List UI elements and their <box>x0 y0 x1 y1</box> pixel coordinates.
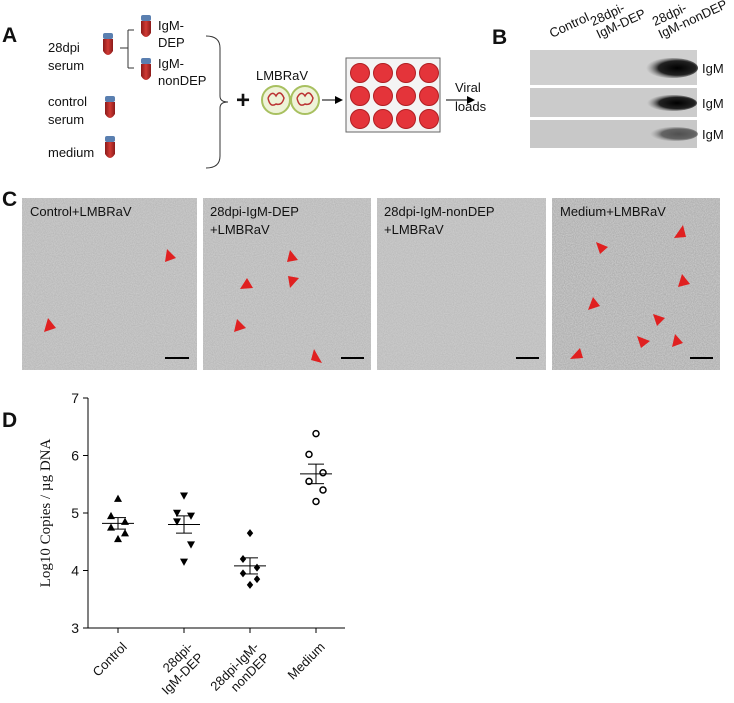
label-readout: Viral loads <box>455 80 487 114</box>
data-point <box>239 569 247 578</box>
panel-c: C Control+LMBRaV 28dpi-IgM-DEP +LMBRaV 28… <box>2 188 720 370</box>
data-point <box>305 477 313 486</box>
tubes <box>103 15 151 158</box>
data-point <box>239 555 247 563</box>
label-virus: LMBRaV <box>256 68 308 83</box>
panel-a: A 28dpi serum IgM-DEP IgM-nonDEP control s… <box>2 15 487 169</box>
x-tick-label: 28dpi-IgM-DEP <box>148 639 207 698</box>
label-medium: medium <box>48 145 94 160</box>
data-point <box>312 429 320 438</box>
data-point <box>305 450 313 459</box>
row-label: IgM <box>702 96 724 111</box>
blots <box>530 50 698 148</box>
image-label: Medium+LMBRaV <box>560 204 666 219</box>
data-point <box>312 497 320 506</box>
y-axis-label: Log10 Copies / µg DNA <box>38 439 54 588</box>
label-igm-dep: IgM-DEP <box>158 18 185 50</box>
row-label: IgM <box>702 61 724 76</box>
column-label: 28dpi-IgM-nonDEP <box>650 0 730 42</box>
x-tick-label-group: Medium <box>284 639 327 682</box>
column-label: 28dpi-IgM-DEP <box>588 0 648 42</box>
panel-b: B Control 28dpi-IgM-DEP 28dpi-IgM-nonDEP… <box>492 0 730 148</box>
column-label: Control <box>547 9 591 40</box>
data-point <box>173 518 181 526</box>
x-tick-label-line: Medium <box>284 639 327 682</box>
data-point <box>246 580 254 589</box>
x-tick-label-group: Control <box>90 639 130 679</box>
data-point <box>253 563 261 572</box>
panel-label: D <box>2 409 17 432</box>
data-point <box>246 529 254 538</box>
panel-label: B <box>492 26 507 49</box>
x-tick-label: 28dpi-IgM-nonDEP <box>207 639 272 703</box>
data-point <box>319 486 327 494</box>
x-tick-label-group: 28dpi-IgM-nonDEP <box>207 639 272 703</box>
label-28dpi: 28dpi serum <box>48 40 84 73</box>
panel-label: C <box>2 188 17 211</box>
micrograph: Medium+LMBRaV <box>552 198 720 370</box>
virus-icons <box>261 85 320 115</box>
row-label: IgM <box>702 127 724 142</box>
image-label: 28dpi-IgM-nonDEP +LMBRaV <box>384 204 495 237</box>
brace <box>205 35 229 169</box>
x-tick-label: Control <box>90 639 130 679</box>
data-point <box>114 534 122 543</box>
y-tick-label: 7 <box>71 390 79 406</box>
data-point <box>180 492 188 500</box>
bracket <box>120 29 134 69</box>
data-point <box>253 575 261 584</box>
plus: + <box>236 87 250 114</box>
x-tick-label-line: Control <box>90 639 130 679</box>
image-label: 28dpi-IgM-DEP +LMBRaV <box>210 204 299 237</box>
label-igm-nondep: IgM-nonDEP <box>158 56 206 88</box>
well-plate <box>345 57 441 133</box>
data-point <box>121 529 129 537</box>
x-tick-label: Medium <box>284 639 327 682</box>
data-point <box>187 541 195 549</box>
y-tick-label: 6 <box>71 448 79 464</box>
data-point <box>180 558 188 566</box>
micrograph: Control+LMBRaV <box>22 198 197 370</box>
x-tick-label-group: 28dpi-IgM-DEP <box>148 639 207 698</box>
image-label: Control+LMBRaV <box>30 204 132 219</box>
micrograph: 28dpi-IgM-nonDEP +LMBRaV <box>377 198 546 370</box>
label-control: control serum <box>48 94 87 127</box>
y-tick-label: 3 <box>71 620 79 636</box>
y-tick-label: 4 <box>71 563 79 579</box>
data-point <box>114 494 122 502</box>
data-point <box>319 469 327 477</box>
data-point <box>173 509 181 517</box>
panel-label: A <box>2 24 17 47</box>
micrograph: 28dpi-IgM-DEP +LMBRaV <box>203 198 371 370</box>
panel-d: D Log10 Copies / µg DNA 3 4 5 6 7 Control 28dp… <box>2 390 345 703</box>
y-tick-label: 5 <box>71 505 79 521</box>
